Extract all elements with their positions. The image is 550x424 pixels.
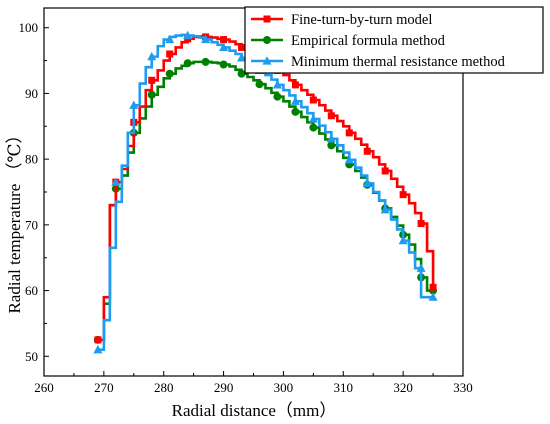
data-point [344,155,354,164]
data-point [147,51,157,61]
x-tick-label: 270 [94,380,114,395]
data-point [94,336,102,344]
axes: 260 270 280 290 300 310 320 330 50 60 70 80 90 100 [19,7,473,395]
data-point [428,292,438,301]
data-point [111,177,121,186]
data-point [183,30,193,40]
data-point [220,36,228,44]
data-point [165,34,175,44]
y-tick-label: 70 [25,217,38,232]
x-axis-title: Radial distance（mm） [172,401,337,420]
data-point [291,107,300,116]
data-point [273,92,282,101]
data-point [93,344,103,354]
data-point [417,220,425,228]
x-tick-label: 300 [274,380,294,395]
data-point [398,235,408,245]
legend-label: Minimum thermal resistance method [291,54,506,70]
data-point [308,114,318,123]
data-point [327,141,336,150]
y-tick-label: 60 [25,283,38,298]
x-tick-label: 260 [34,380,54,395]
legend-marker [263,36,271,44]
data-point [147,90,156,99]
y-tick-label: 90 [25,86,38,101]
series-2 [93,30,438,354]
data-point [362,178,372,188]
data-point [201,57,210,66]
data-point [326,133,336,143]
data-point [416,263,426,272]
data-point [219,42,229,52]
series-line [97,34,435,342]
y-tick-label: 100 [19,20,39,35]
data-point [129,100,139,109]
data-point [309,123,318,132]
data-point [183,59,192,68]
data-point [363,147,371,155]
data-point [165,69,174,78]
data-point [309,96,317,104]
y-tick-label: 80 [25,152,38,167]
legend-label: Empirical formula method [291,33,446,49]
legend-box [244,6,544,74]
x-tick-label: 330 [453,380,473,395]
legend-label: Fine-turn-by-turn model [291,12,432,28]
x-tick-label: 320 [393,380,413,395]
data-point [201,34,211,44]
series-line [97,33,434,352]
data-point [148,76,156,84]
x-tick-label: 280 [154,380,174,395]
data-point [345,129,353,137]
x-tick-label: 310 [334,380,354,395]
legend: Fine-turn-by-turn model Empirical formula… [244,6,544,74]
y-axis-title: Radial temperature （℃） [5,126,24,313]
data-point [166,50,174,58]
data-point [327,112,335,120]
data-point [381,167,389,175]
data-point [429,283,437,291]
data-point [237,53,247,62]
data-point [237,69,246,78]
legend-marker [263,15,271,23]
data-point [399,191,407,199]
data-point [272,80,282,89]
data-point [291,81,299,89]
data-point [255,80,264,89]
y-tick-label: 50 [25,349,38,364]
legend-marker [262,56,272,65]
x-tick-label: 290 [214,380,234,395]
data-point [219,60,228,69]
plot-area [93,30,438,354]
data-point [380,204,390,214]
data-point [290,96,300,105]
data-point [238,43,246,51]
